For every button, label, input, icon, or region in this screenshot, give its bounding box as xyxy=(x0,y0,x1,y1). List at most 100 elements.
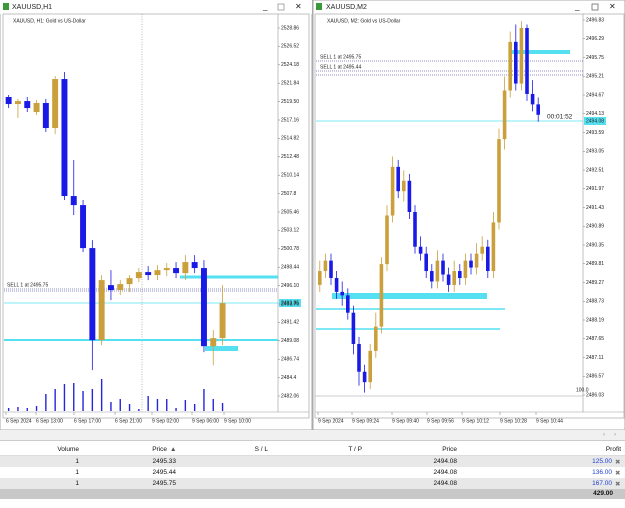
candle-body xyxy=(424,253,428,272)
y-tick-label: 2491.43 xyxy=(586,205,604,211)
minimize-button[interactable]: _ xyxy=(262,2,268,11)
candle-body xyxy=(346,295,350,313)
candle-body xyxy=(5,97,12,105)
candle-body xyxy=(52,79,59,129)
price-label-bg xyxy=(279,299,301,307)
profit-cell: 167.00 xyxy=(592,480,612,487)
current-price-label: 2493.85 xyxy=(281,300,299,306)
candle-body xyxy=(219,303,226,339)
candle-body xyxy=(117,284,124,291)
x-tick-label: 9 Sep 10:28 xyxy=(500,418,527,424)
plot-area xyxy=(314,13,625,419)
x-tick-label: 9 Sep 10:00 xyxy=(224,418,251,424)
y-tick-label: 2493.59 xyxy=(586,130,604,136)
maximize-button[interactable] xyxy=(591,3,599,11)
maximize-button[interactable] xyxy=(277,3,285,11)
x-tick-label: 9 Sep 09:24 xyxy=(352,418,379,424)
close-position-button[interactable]: ✖ xyxy=(615,481,621,488)
candle-body xyxy=(126,278,133,285)
open-price-cell: 2495.33 xyxy=(152,458,177,465)
y-tick-label: 2490.89 xyxy=(586,224,604,230)
candle-body xyxy=(463,260,468,278)
close-button[interactable]: ✕ xyxy=(609,2,616,11)
price-cell: 2494.08 xyxy=(433,480,458,487)
y-tick-label: 2486.57 xyxy=(586,374,604,380)
scroll-right[interactable]: › xyxy=(614,431,617,438)
column-header[interactable]: Volume xyxy=(57,446,79,453)
y-tick-label: 2519.50 xyxy=(281,99,299,105)
candle-body xyxy=(502,90,507,140)
y-tick-label: 2514.82 xyxy=(281,136,299,142)
scroll-left[interactable]: ‹ xyxy=(603,431,606,438)
charts: XAUUSD,H1 _ ✕ XAUUSD, H1: Gold vs US-Dol… xyxy=(0,0,625,430)
candle-body xyxy=(89,248,96,341)
y-tick-label: 2492.51 xyxy=(586,167,604,173)
y-tick-label: 2487.65 xyxy=(586,336,604,342)
volume-cell: 1 xyxy=(75,458,79,465)
candle-body xyxy=(390,166,395,216)
y-tick-label: 2528.86 xyxy=(281,25,299,31)
candle-body xyxy=(452,271,456,285)
x-tick-label: 9 Sep 06:00 xyxy=(192,418,219,424)
candle-body xyxy=(385,215,389,265)
close-button[interactable]: ✕ xyxy=(295,2,302,11)
candle-body xyxy=(418,246,423,254)
candle-body xyxy=(474,253,479,268)
y-tick-label: 2526.52 xyxy=(281,44,299,50)
chart-m2: 2486.03 2486.57 2487.11 2487.65 2488.19 2488.… xyxy=(317,17,604,424)
y-tick-label: 2507.8 xyxy=(281,191,297,197)
plot-area xyxy=(2,13,310,419)
column-header[interactable]: S / L xyxy=(254,446,268,453)
column-header[interactable]: T / P xyxy=(348,446,362,453)
candle-body xyxy=(163,268,170,271)
x-tick-label: 9 Sep 10:12 xyxy=(462,418,489,424)
x-tick-label: 9 Sep 2024 xyxy=(318,418,344,424)
candle-body xyxy=(191,262,198,269)
column-header[interactable]: Profit xyxy=(605,446,621,453)
candle-body xyxy=(435,260,440,282)
candle-body xyxy=(70,196,77,206)
close-position-button[interactable]: ✖ xyxy=(615,470,621,477)
y-tick-label: 2489.08 xyxy=(281,338,299,344)
candle-body xyxy=(318,271,322,285)
profit-cell: 136.00 xyxy=(592,469,612,476)
candle-body xyxy=(42,103,49,129)
x-tick-label: 9 Sep 10:44 xyxy=(536,418,563,424)
y-tick-label: 2503.12 xyxy=(281,228,299,234)
candle-body xyxy=(368,350,372,383)
y-tick-label: 2500.78 xyxy=(281,246,299,252)
column-header[interactable]: Price xyxy=(442,446,457,453)
y-tick-label: 2487.11 xyxy=(586,355,604,361)
candle-body xyxy=(514,41,518,84)
volume-cell: 1 xyxy=(75,480,79,487)
y-tick-label: 2524.18 xyxy=(281,62,299,68)
level-zone xyxy=(510,50,570,54)
candle-body xyxy=(334,277,339,292)
x-tick-label: 6 Sep 13:00 xyxy=(36,418,63,424)
table-header: Volume Price ▲ S / L T / P Price Profit xyxy=(0,444,625,456)
y-tick-label: 2488.73 xyxy=(586,299,604,305)
y-tick-label: 2484.4 xyxy=(281,375,297,381)
column-header[interactable]: Price xyxy=(152,446,167,453)
y-tick-label: 2496.83 xyxy=(586,17,604,23)
y-tick-label: 2493.05 xyxy=(586,149,604,155)
candle-body xyxy=(362,371,367,383)
close-position-button[interactable]: ✖ xyxy=(615,459,621,466)
candle-body xyxy=(33,103,40,113)
x-tick-label: 6 Sep 2024 xyxy=(6,418,32,424)
level-zone xyxy=(332,293,487,299)
minimize-button[interactable]: _ xyxy=(574,2,580,11)
open-price-cell: 2495.75 xyxy=(152,480,177,487)
x-tick-label: 6 Sep 21:00 xyxy=(115,418,142,424)
candle-body xyxy=(486,246,490,272)
total-row: 429.00 xyxy=(0,489,625,499)
candle-body xyxy=(497,139,501,223)
trade-panel: ‹ › Volume Price ▲ S / L T / P Price Pro… xyxy=(0,430,625,508)
level-zone xyxy=(205,346,238,351)
y-tick-label: 2505.46 xyxy=(281,209,299,215)
y-tick-label: 2490.35 xyxy=(586,242,604,248)
candle-body xyxy=(458,271,462,278)
price-cell: 2494.08 xyxy=(433,469,458,476)
y-tick-label: 2489.27 xyxy=(586,280,604,286)
